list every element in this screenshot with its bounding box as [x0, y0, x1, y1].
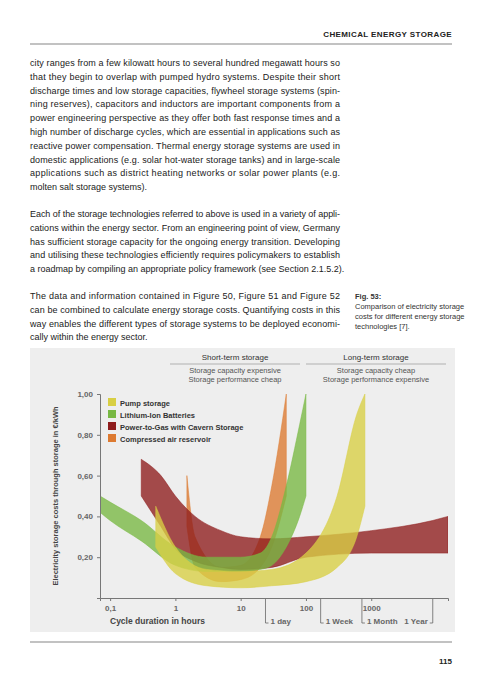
legend-swatch — [108, 434, 116, 442]
y-tick: 0,60 — [77, 472, 100, 481]
annotation-note: Storage performance expensive — [323, 375, 429, 384]
x-tick-mark — [241, 598, 242, 601]
body-line: power engineering perspective as they of… — [30, 113, 340, 123]
page-number: 115 — [439, 657, 452, 666]
legend-swatch — [108, 410, 116, 418]
caption-label: Fig. 53: — [355, 292, 381, 301]
caption-line: Comparison of electricity storage — [355, 302, 464, 311]
y-tick: 1,00 — [77, 390, 100, 399]
x-tick: 100 — [300, 598, 314, 613]
legend-swatch — [108, 398, 116, 406]
duration-marker: 1 Month — [362, 599, 398, 626]
duration-marker-label: 1 Year — [404, 617, 427, 626]
annotation-note: Storage capacity expensive — [189, 366, 281, 375]
caption-line: technologies [7]. — [355, 322, 410, 331]
x-axis: 0,1 1 10 100 1000 — [101, 598, 449, 613]
body-line: can be combined to calculate energy stor… — [30, 305, 341, 315]
x-tick-mark — [110, 598, 111, 601]
header-rule — [30, 44, 452, 45]
x-tick: 0,1 — [105, 598, 117, 613]
y-tick: 0,40 — [77, 512, 100, 521]
body-line: and utilising these technologies efficie… — [30, 250, 340, 260]
body-line: The data and information contained in Fi… — [30, 291, 340, 301]
y-axis: 0,20 0,40 0,60 0,80 1,00 — [77, 390, 100, 598]
x-tick-mark — [371, 598, 372, 601]
y-tick-label: 1,00 — [77, 390, 93, 399]
y-tick-mark — [97, 516, 100, 517]
y-tick-mark — [97, 476, 100, 477]
body-line: a roadmap by compiling an appropriate po… — [30, 264, 344, 274]
body-line: cations within the energy sector. From a… — [30, 223, 341, 233]
x-tick-label: 0,1 — [105, 604, 117, 613]
x-tick-label: 10 — [237, 604, 246, 613]
x-axis-title: Cycle duration in hours — [110, 616, 205, 626]
annotation-note: Storage performance cheap — [189, 375, 282, 384]
y-tick-label: 0,80 — [77, 431, 93, 440]
body-line: molten salt storage systems). — [30, 182, 147, 192]
x-tick-label: 100 — [300, 604, 314, 613]
y-tick-label: 0,20 — [77, 553, 93, 562]
y-tick-label: 0,40 — [77, 512, 93, 521]
body-line: city ranges from a few kilowatt hours to… — [30, 58, 340, 68]
caption-line: costs for different energy storage — [355, 312, 465, 321]
x-tick-mark — [306, 598, 307, 601]
duration-marker-bracket — [362, 599, 365, 623]
y-tick-mark — [97, 394, 100, 395]
body-line: has sufficient storage capacity for the … — [30, 237, 340, 247]
y-tick: 0,80 — [77, 431, 100, 440]
duration-marker: 1 Year — [404, 599, 432, 626]
body-line: discharge times and low storage capaciti… — [30, 86, 340, 96]
annotation-rule — [306, 364, 446, 365]
duration-marker-label: 1 Week — [326, 617, 354, 626]
body-line: Each of the storage technologies referre… — [30, 209, 340, 219]
y-tick-label: 0,60 — [77, 472, 93, 481]
annotation-rule — [170, 364, 300, 365]
annotation-title: Long-term storage — [343, 353, 409, 362]
duration-marker: 1 Week — [321, 599, 354, 626]
x-tick-label: 1 — [174, 604, 179, 613]
x-axis-line — [101, 599, 449, 602]
legend-label: Lithium-Ion Batteries — [120, 411, 195, 420]
body-line: ning reserves), capacitors and inductors… — [30, 99, 340, 109]
x-tick: 1 — [174, 598, 179, 613]
body-line: reactive power compensation. Thermal ene… — [30, 141, 340, 151]
x-tick: 1000 — [363, 598, 381, 613]
x-tick: 10 — [237, 598, 246, 613]
chart-background — [30, 348, 455, 632]
page: CHEMICAL ENERGY STORAGE city ranges from … — [0, 0, 482, 680]
running-header: CHEMICAL ENERGY STORAGE — [323, 30, 452, 39]
legend-label: Pump storage — [120, 399, 170, 408]
duration-marker-bracket — [265, 599, 268, 623]
y-tick: 0,20 — [77, 553, 100, 562]
legend-swatch — [108, 422, 116, 430]
legend-label: Power-to-Gas with Cavern Storage — [120, 423, 243, 432]
plot-area — [100, 394, 448, 588]
y-tick-mark — [97, 435, 100, 436]
duration-marker-bracket — [430, 599, 433, 623]
body-line: domestic applications (e.g. solar hot-wa… — [30, 155, 340, 165]
body-line: that they begin to overlap with pumped h… — [30, 72, 340, 82]
legend: Pump storage Lithium-Ion Batteries Power-t… — [108, 398, 243, 444]
body-line: high number of discharge cycles, which a… — [30, 127, 341, 137]
body-line: applications such as district heating ne… — [30, 168, 340, 178]
range-band — [100, 394, 306, 571]
page-svg: CHEMICAL ENERGY STORAGE city ranges from … — [0, 0, 482, 680]
body-line: way enables the different types of stora… — [29, 319, 340, 329]
y-axis-title: Electricity storage costs through storag… — [51, 406, 60, 586]
duration-marker-bracket — [321, 599, 324, 623]
duration-marker: 1 day — [265, 599, 291, 626]
body-line: cally within the energy sector. — [30, 332, 148, 342]
annotation-note: Storage capacity cheap — [337, 366, 415, 375]
y-tick-mark — [97, 557, 100, 558]
x-tick-label: 1000 — [363, 604, 381, 613]
duration-marker-label: 1 day — [270, 617, 291, 626]
footer-rule — [30, 642, 452, 643]
y-axis-line — [97, 395, 101, 599]
duration-marker-label: 1 Month — [367, 617, 398, 626]
annotation-title: Short-term storage — [202, 353, 269, 362]
x-tick-mark — [175, 598, 176, 601]
legend-label: Compressed air reservoir — [120, 435, 211, 444]
